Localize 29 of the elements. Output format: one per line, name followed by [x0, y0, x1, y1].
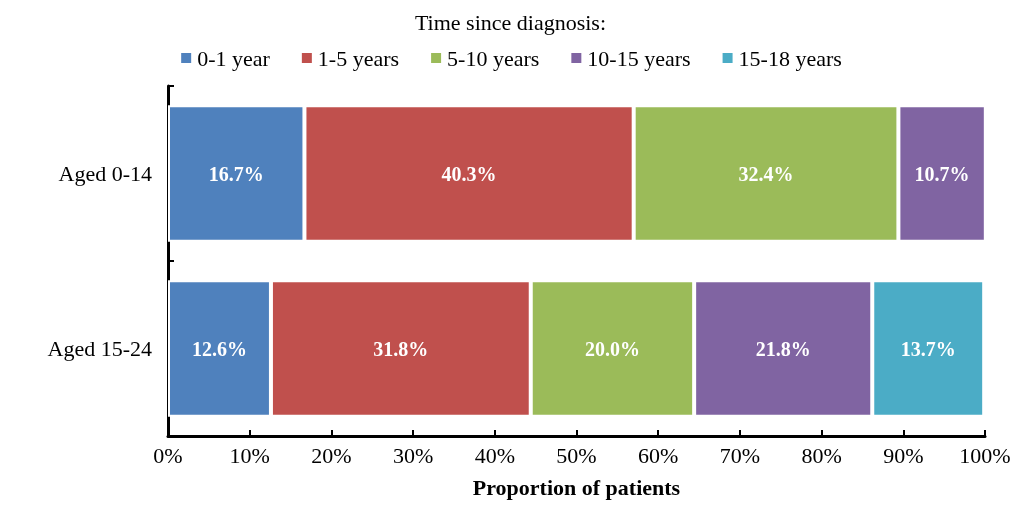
- x-tick-label: 10%: [229, 442, 270, 468]
- data-label: 20.0%: [584, 337, 640, 360]
- x-tick-label: 90%: [883, 442, 924, 468]
- legend-label: 0-1 year: [197, 45, 271, 71]
- x-tick-label: 40%: [474, 442, 515, 468]
- x-tick-label: 20%: [311, 442, 352, 468]
- legend-label: 5-10 years: [447, 45, 540, 71]
- x-tick-label: 80%: [801, 442, 842, 468]
- legend-title: Time since diagnosis:: [414, 9, 607, 35]
- x-tick-label: 30%: [392, 442, 434, 468]
- y-tick-label: Aged 15-24: [47, 336, 152, 361]
- data-label: 40.3%: [441, 162, 497, 185]
- x-tick-label: 50%: [556, 442, 597, 468]
- data-label: 13.7%: [900, 337, 956, 360]
- x-tick-label: 0%: [153, 442, 183, 468]
- data-label: 32.4%: [738, 162, 794, 185]
- legend-label: 1-5 years: [317, 45, 400, 71]
- data-label: 31.8%: [373, 337, 429, 360]
- data-label: 12.6%: [191, 337, 247, 360]
- data-label: 10.7%: [914, 162, 970, 185]
- legend-label: 10-15 years: [587, 45, 691, 71]
- x-tick-label: 60%: [638, 442, 679, 468]
- data-label: 21.8%: [755, 337, 811, 360]
- x-tick-label: 100%: [959, 442, 1011, 468]
- y-tick-label: Aged 0-14: [58, 161, 152, 186]
- x-tick-label: 70%: [719, 442, 761, 468]
- data-label: 16.7%: [208, 162, 264, 185]
- x-axis-title: Proportion of patients: [472, 474, 681, 500]
- legend-label: 15-18 years: [738, 45, 842, 71]
